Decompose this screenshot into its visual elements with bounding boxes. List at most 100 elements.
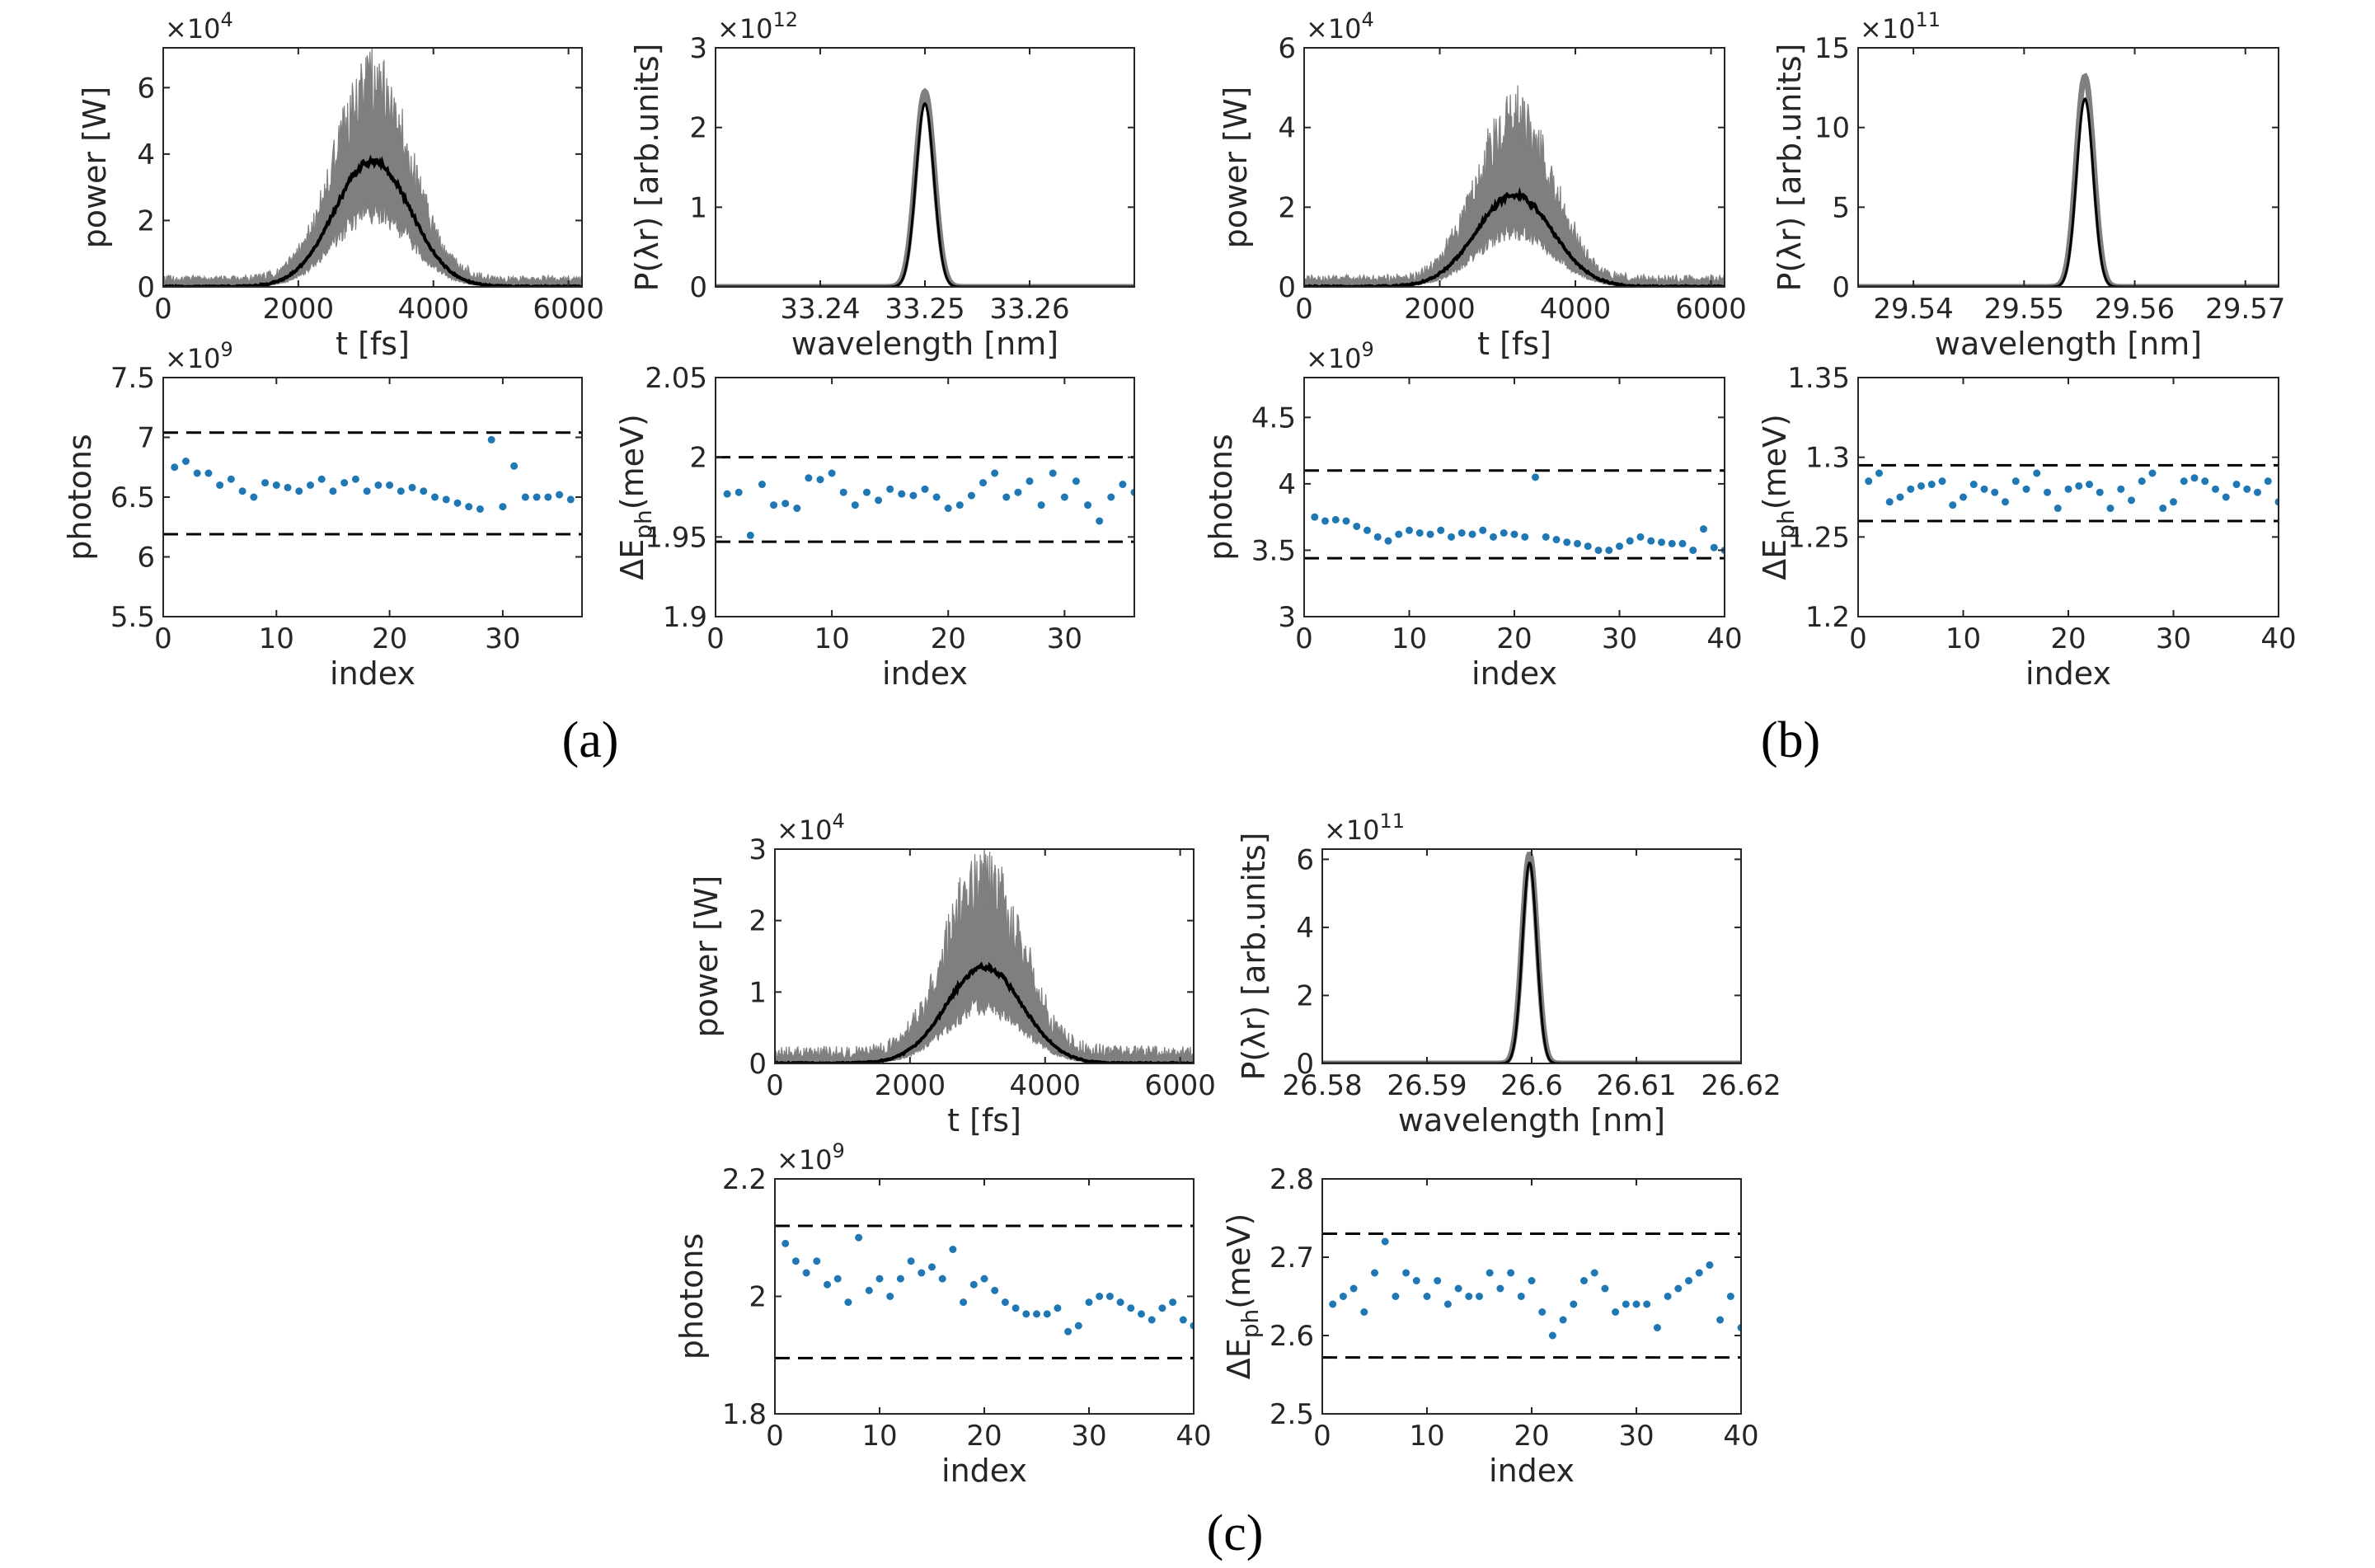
data-point (1392, 1293, 1400, 1300)
data-point (1043, 1310, 1051, 1318)
data-point (1563, 538, 1571, 547)
data-point (1580, 1277, 1588, 1284)
data-point (875, 1275, 884, 1283)
x-tick-label: 29.56 (2095, 293, 2175, 326)
data-point (227, 475, 235, 483)
data-point (453, 499, 462, 507)
x-tick-label: 0 (766, 1420, 784, 1453)
data-point (1353, 522, 1361, 530)
data-point (1938, 477, 1946, 486)
data-point (1616, 542, 1623, 551)
data-point (1349, 1284, 1358, 1293)
data-point (340, 479, 349, 487)
data-point (2033, 469, 2041, 477)
data-point (979, 479, 988, 487)
data-point (907, 1257, 915, 1265)
data-point (938, 1275, 946, 1283)
plot-area (775, 1224, 1194, 1359)
data-point (1119, 481, 1127, 489)
y-axis-multiplier: ×109 (777, 1139, 845, 1176)
x-axis-label: index (2025, 655, 2111, 692)
y-tick-label: 2 (137, 204, 155, 237)
data-point (1148, 1316, 1156, 1324)
x-tick-label: 2000 (263, 293, 335, 326)
x-tick-label: 30 (485, 622, 520, 655)
y-tick-label: 2 (689, 112, 707, 145)
data-point (2148, 469, 2157, 477)
data-point (1601, 1284, 1609, 1293)
data-point (2064, 485, 2072, 493)
data-point (499, 503, 507, 511)
data-point (1700, 525, 1707, 533)
y-axis-multiplier: ×104 (777, 810, 845, 846)
data-point (1695, 1269, 1703, 1277)
data-point (1574, 539, 1581, 547)
panel-label-b: (b) (1761, 712, 1820, 768)
axes-box (1303, 47, 1725, 288)
x-tick-label: 0 (1295, 293, 1313, 326)
y-tick-label: 4 (1278, 468, 1296, 501)
x-tick-label: 20 (931, 622, 966, 655)
data-point (1002, 493, 1011, 501)
data-point (1402, 1269, 1410, 1277)
plot-area (163, 431, 582, 536)
chart-a-spectrum: 33.24 33.25 33.26 0 1 2 3 wavelength [nm] P(λr) … (629, 8, 1135, 362)
data-point (1001, 1298, 1009, 1307)
data-point (2180, 477, 2188, 486)
y-axis-label: ΔEph(meV) (614, 414, 657, 580)
data-point (955, 501, 964, 509)
y-tick-label: 1.95 (645, 521, 707, 554)
data-point (1049, 469, 1057, 477)
y-tick-label: 1.3 (1805, 442, 1850, 475)
data-point (487, 435, 495, 444)
data-point (1127, 1304, 1135, 1312)
data-point (1548, 1331, 1556, 1340)
data-point (1674, 1284, 1683, 1293)
data-point (1014, 488, 1022, 496)
y-tick-label: 10 (1814, 112, 1850, 145)
data-point (1339, 1293, 1347, 1300)
data-point (1179, 1316, 1187, 1324)
spectrum-mean-line (1322, 861, 1741, 1063)
data-point (944, 505, 952, 513)
data-point (1321, 517, 1329, 525)
x-tick-label: 26.6 (1500, 1069, 1563, 1102)
data-point (1033, 1310, 1040, 1318)
x-tick-label: 40 (2260, 622, 2296, 655)
y-tick-label: 2.05 (645, 362, 707, 395)
data-point (1158, 1304, 1166, 1312)
data-point (1885, 498, 1894, 506)
data-point (921, 485, 929, 493)
data-point (1190, 1322, 1194, 1330)
data-point (839, 488, 847, 496)
data-point (1632, 1300, 1640, 1308)
data-point (1096, 1293, 1104, 1300)
data-point (1037, 501, 1045, 509)
data-point (442, 495, 450, 504)
data-point (1647, 537, 1655, 545)
x-tick-label: 29.57 (2205, 293, 2285, 326)
plot-area (1322, 852, 1741, 1063)
data-point (566, 495, 575, 504)
data-point (1384, 537, 1392, 545)
x-tick-label: 26.62 (1701, 1069, 1781, 1102)
x-tick-label: 4000 (1540, 293, 1612, 326)
y-axis-multiplier: ×1011 (1324, 810, 1405, 846)
data-point (510, 462, 519, 470)
data-point (1074, 1322, 1082, 1330)
axes-box (1303, 377, 1725, 617)
x-tick-label: 33.26 (989, 293, 1069, 326)
plot-area (1304, 85, 1725, 287)
data-point (1342, 517, 1350, 525)
data-point (967, 491, 975, 500)
chart-b-spectrum: 29.54 29.55 29.56 29.57 0 5 10 15 wavelength [nm… (1772, 8, 2285, 362)
data-point (1437, 526, 1445, 534)
data-point (1664, 1293, 1672, 1300)
y-axis-label: P(λr) [arb.units] (629, 44, 665, 292)
data-point (1668, 539, 1676, 547)
data-point (2274, 498, 2279, 506)
data-point (1532, 473, 1539, 481)
y-tick-label: 0 (137, 271, 155, 304)
data-point (980, 1275, 988, 1283)
data-point (272, 481, 280, 489)
